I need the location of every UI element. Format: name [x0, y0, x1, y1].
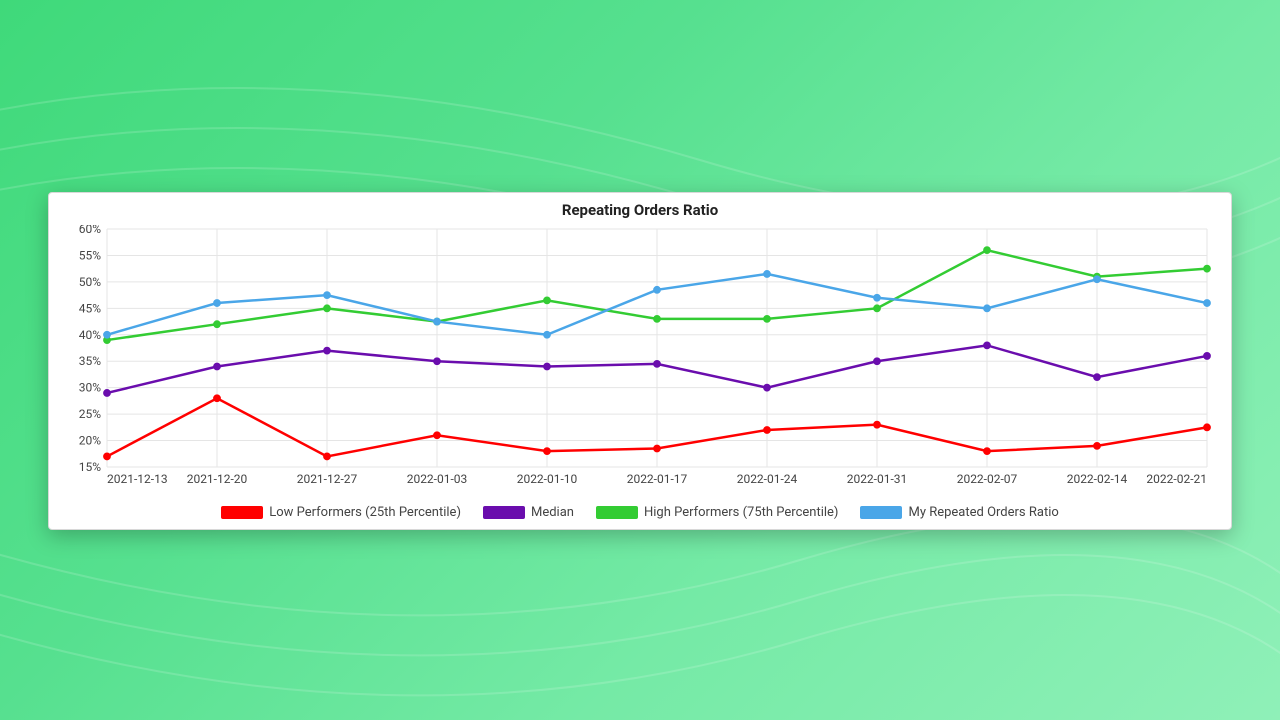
series-marker-mine [984, 305, 991, 312]
x-axis-label: 2022-01-31 [847, 472, 908, 486]
legend-swatch-mine [860, 506, 902, 519]
series-marker-median [764, 384, 771, 391]
legend-item-mine[interactable]: My Repeated Orders Ratio [860, 505, 1058, 520]
legend-item-high[interactable]: High Performers (75th Percentile) [596, 505, 838, 520]
series-marker-low [544, 448, 551, 455]
series-marker-low [104, 453, 111, 460]
x-axis-label: 2022-01-17 [627, 472, 688, 486]
legend-label-median: Median [531, 505, 574, 520]
legend-label-high: High Performers (75th Percentile) [644, 505, 838, 520]
y-axis-label: 50% [79, 275, 101, 289]
series-marker-mine [1094, 276, 1101, 283]
chart-svg: 15% 20% 25% 30% 35% 40% 45% 50% 55% 60% 2021-12-13… [63, 225, 1219, 491]
page-background: Repeating Orders Ratio 15% 20% 25% 30% 35% 40… [0, 0, 1280, 720]
chart-card: Repeating Orders Ratio 15% 20% 25% 30% 35% 40… [48, 192, 1232, 530]
series-marker-mine [434, 318, 441, 325]
series-marker-mine [654, 286, 661, 293]
series-marker-low [764, 427, 771, 434]
series-marker-high [324, 305, 331, 312]
series-marker-low [214, 395, 221, 402]
legend-item-median[interactable]: Median [483, 505, 574, 520]
y-axis-label: 20% [79, 434, 101, 448]
y-axis-label: 25% [79, 407, 101, 421]
legend-label-mine: My Repeated Orders Ratio [908, 505, 1058, 520]
series-marker-low [1204, 424, 1211, 431]
series-marker-median [104, 390, 111, 397]
series-marker-median [984, 342, 991, 349]
legend-item-low[interactable]: Low Performers (25th Percentile) [221, 505, 461, 520]
y-axis-label: 45% [79, 301, 101, 315]
series-marker-low [434, 432, 441, 439]
series-marker-high [764, 316, 771, 323]
series-marker-median [874, 358, 881, 365]
series-marker-median [544, 363, 551, 370]
y-axis-label: 35% [79, 354, 101, 368]
series-marker-low [1094, 442, 1101, 449]
series-marker-high [544, 297, 551, 304]
legend-swatch-low [221, 506, 263, 519]
y-axis-label: 60% [79, 225, 101, 236]
y-axis-label: 55% [79, 248, 101, 262]
series-marker-low [654, 445, 661, 452]
x-axis-label: 2021-12-27 [297, 472, 358, 486]
x-axis-label: 2021-12-13 [107, 472, 168, 486]
legend-swatch-high [596, 506, 638, 519]
x-axis-label: 2022-01-10 [517, 472, 578, 486]
legend-swatch-median [483, 506, 525, 519]
chart-legend: Low Performers (25th Percentile) Median Hi… [49, 505, 1231, 520]
series-marker-mine [1204, 300, 1211, 307]
series-marker-mine [764, 271, 771, 278]
legend-label-low: Low Performers (25th Percentile) [269, 505, 461, 520]
y-axis-label: 40% [79, 328, 101, 342]
x-axis-label: 2022-01-24 [737, 472, 798, 486]
series-marker-high [654, 316, 661, 323]
series-marker-mine [874, 294, 881, 301]
x-axis-label: 2022-02-21 [1146, 472, 1207, 486]
series-marker-mine [214, 300, 221, 307]
series-marker-low [984, 448, 991, 455]
series-marker-high [214, 321, 221, 328]
series-marker-mine [104, 331, 111, 338]
chart-title: Repeating Orders Ratio [49, 201, 1231, 219]
series-marker-high [1204, 265, 1211, 272]
series-marker-median [1204, 353, 1211, 360]
series-marker-low [874, 421, 881, 428]
x-axis-label: 2022-01-03 [407, 472, 468, 486]
x-axis-label: 2022-02-14 [1067, 472, 1128, 486]
x-axis-label: 2022-02-07 [957, 472, 1018, 486]
chart-plot-area: 15% 20% 25% 30% 35% 40% 45% 50% 55% 60% 2021-12-13… [63, 225, 1217, 495]
series-marker-median [434, 358, 441, 365]
series-marker-high [874, 305, 881, 312]
y-axis-label: 30% [79, 381, 101, 395]
y-axis-label: 15% [79, 460, 101, 474]
series-marker-low [324, 453, 331, 460]
series-marker-high [984, 247, 991, 254]
x-axis-label: 2021-12-20 [187, 472, 248, 486]
series-marker-mine [544, 331, 551, 338]
series-marker-median [214, 363, 221, 370]
series-marker-median [1094, 374, 1101, 381]
series-marker-median [654, 360, 661, 367]
series-marker-median [324, 347, 331, 354]
series-marker-mine [324, 292, 331, 299]
